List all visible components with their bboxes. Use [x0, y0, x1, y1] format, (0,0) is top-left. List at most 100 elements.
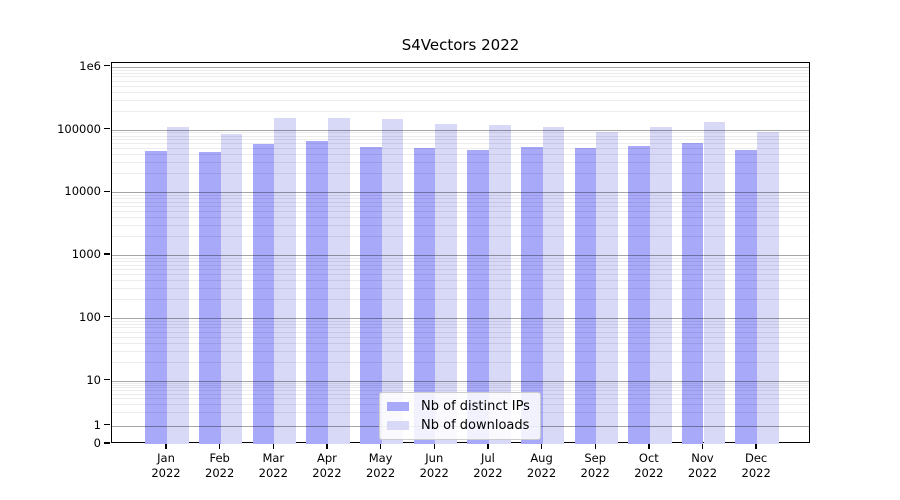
- gridline-major: [112, 66, 809, 68]
- gridline-minor: [112, 320, 809, 322]
- x-tick-mark: [540, 444, 543, 449]
- gridline-minor: [112, 336, 809, 338]
- y-tick-label: 10: [86, 372, 101, 387]
- legend-item-downloads: Nb of downloads: [387, 418, 530, 433]
- y-tick-mark: [104, 378, 110, 381]
- gridline-minor: [112, 279, 809, 281]
- legend-label: Nb of distinct IPs: [421, 399, 530, 414]
- bar-downloads: [274, 118, 296, 444]
- bar-downloads: [327, 117, 350, 444]
- x-tick-mark: [218, 444, 221, 449]
- legend-swatch-downloads: [387, 421, 409, 430]
- gridline-minor: [112, 110, 809, 112]
- gridline-minor: [112, 69, 809, 71]
- x-tick-year: 2022: [312, 466, 342, 480]
- legend: Nb of distinct IPs Nb of downloads: [379, 392, 541, 440]
- x-tick-year: 2022: [741, 466, 771, 480]
- gridline-minor: [112, 195, 809, 197]
- bar-distinct-ips: [145, 150, 167, 444]
- gridline-minor: [112, 173, 809, 175]
- bar-downloads: [167, 126, 189, 444]
- gridline-minor: [112, 331, 809, 333]
- gridline-minor: [112, 390, 809, 392]
- x-tick-year: 2022: [634, 466, 664, 480]
- x-tick-mark: [272, 444, 274, 449]
- y-tick-mark: [104, 127, 110, 130]
- gridline-minor: [112, 387, 809, 389]
- gridline-minor: [112, 198, 809, 200]
- gridline-minor: [112, 132, 809, 134]
- gridline-minor: [112, 298, 809, 300]
- x-tick-year: 2022: [151, 466, 181, 480]
- bar-distinct-ips: [413, 147, 436, 444]
- bar-distinct-ips: [628, 145, 650, 444]
- gridline-minor: [112, 327, 809, 329]
- x-tick-label: Jan 2022: [134, 451, 198, 481]
- gridline-minor: [112, 225, 809, 227]
- x-tick-mark: [487, 444, 489, 449]
- gridline-minor: [112, 382, 809, 384]
- bar-distinct-ips: [574, 148, 597, 444]
- gridline-minor: [112, 85, 809, 87]
- x-tick-year: 2022: [365, 466, 396, 480]
- y-tick-mark: [104, 316, 110, 318]
- gridline-minor: [112, 211, 809, 213]
- y-tick-label: 1: [93, 417, 101, 432]
- plot-area: [111, 62, 810, 444]
- y-tick-label: 100: [79, 309, 101, 324]
- bar-downloads: [220, 133, 243, 444]
- gridline-minor: [112, 361, 809, 363]
- y-tick-label: 1000: [71, 247, 101, 261]
- bar-downloads: [757, 132, 779, 444]
- bar-distinct-ips: [735, 150, 758, 444]
- x-tick-label: Jul 2022: [456, 451, 520, 481]
- y-tick-label: 0: [93, 436, 101, 450]
- gridline-major: [112, 317, 809, 319]
- bar-downloads: [435, 124, 457, 444]
- x-tick-mark: [648, 444, 650, 449]
- gridline-minor: [112, 350, 809, 352]
- gridline-minor: [112, 384, 809, 386]
- legend-item-distinct-ips: Nb of distinct IPs: [387, 399, 530, 414]
- bar-distinct-ips: [359, 146, 382, 444]
- gridline-minor: [112, 91, 809, 93]
- gridline-major: [112, 192, 809, 194]
- y-tick-mark: [104, 423, 110, 426]
- gridline-minor: [112, 201, 809, 203]
- x-tick-year: 2022: [687, 466, 718, 480]
- gridline-minor: [112, 268, 809, 270]
- gridline-major: [112, 380, 809, 382]
- bar-downloads: [649, 126, 672, 444]
- bar-downloads: [542, 126, 565, 444]
- legend-swatch-distinct-ips: [387, 402, 409, 411]
- x-tick-label: Nov 2022: [671, 451, 735, 481]
- bar-distinct-ips: [681, 143, 704, 444]
- x-tick-label: Aug 2022: [510, 451, 574, 481]
- gridline-minor: [112, 148, 809, 150]
- x-tick-label: Feb 2022: [188, 451, 252, 481]
- gridline-minor: [112, 217, 809, 219]
- x-tick-mark: [594, 444, 596, 449]
- y-tick-mark: [104, 190, 110, 192]
- gridline-minor: [112, 154, 809, 156]
- bar-distinct-ips: [252, 143, 275, 444]
- gridline-minor: [112, 264, 809, 266]
- y-tick-mark: [104, 253, 110, 255]
- bar-downloads: [488, 125, 511, 444]
- y-tick-label: 10000: [64, 184, 101, 199]
- gridline-minor: [112, 257, 809, 259]
- x-tick-mark: [433, 444, 435, 449]
- gridline-minor: [112, 99, 809, 101]
- gridline-minor: [112, 76, 809, 78]
- x-tick-label: May 2022: [349, 451, 413, 481]
- x-tick-year: 2022: [580, 466, 610, 480]
- gridline-minor: [112, 162, 809, 164]
- gridline-minor: [112, 342, 809, 344]
- gridline-minor: [112, 139, 809, 141]
- gridline-minor: [112, 287, 809, 289]
- legend-label: Nb of downloads: [421, 418, 530, 433]
- x-tick-mark: [701, 444, 704, 449]
- gridline-minor: [112, 323, 809, 325]
- x-tick-year: 2022: [205, 466, 235, 480]
